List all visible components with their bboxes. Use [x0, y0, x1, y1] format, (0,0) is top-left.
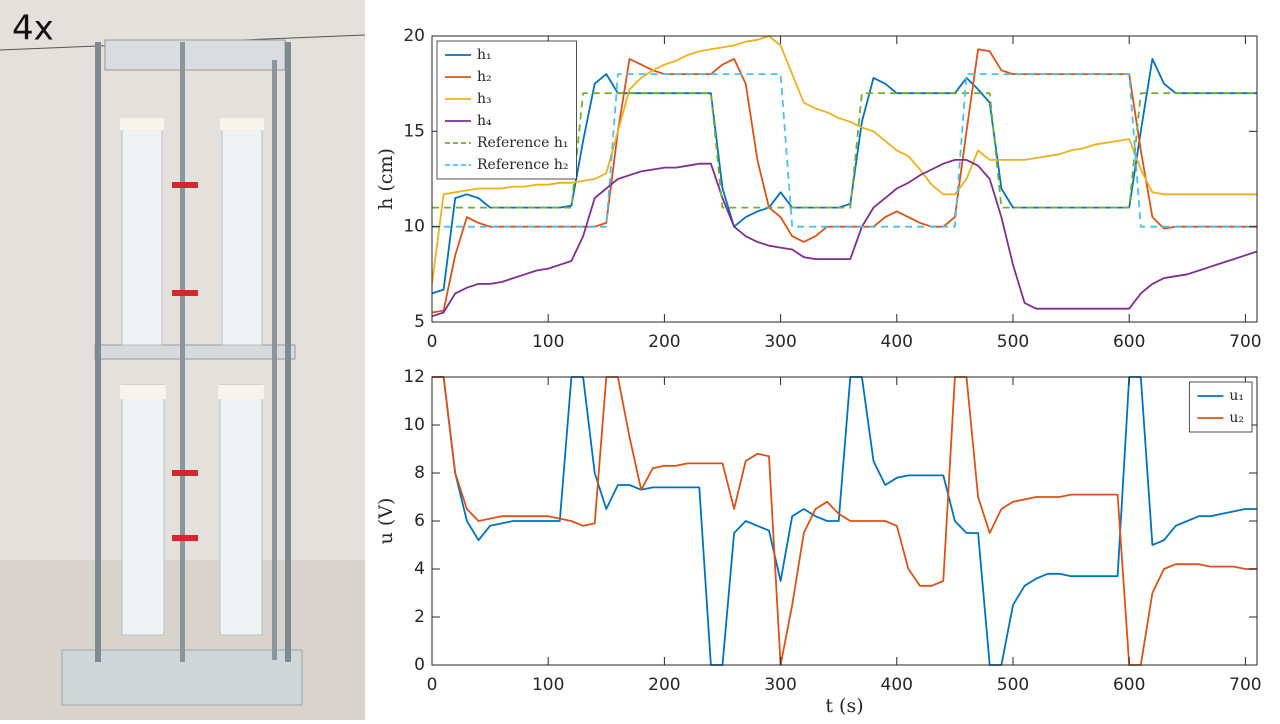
legend-label: h₄ [477, 113, 492, 129]
y-tick-label: 4 [414, 559, 425, 579]
y-tick-label: 12 [403, 367, 425, 387]
photo-tank [221, 119, 263, 346]
x-tick-label: 0 [427, 675, 438, 695]
x-tick-label: 700 [1229, 332, 1261, 352]
legend-label: u₂ [1229, 410, 1244, 426]
photo-clip [172, 290, 198, 296]
plot-area: 0 100 200 300 400 500 600 700 0 2 4 6 8 10 12 u (V) t (s… [375, 367, 1262, 717]
x-tick-label: 500 [997, 332, 1029, 352]
legend-label: u₁ [1229, 388, 1244, 404]
photo-tank [121, 384, 165, 636]
y-tick-label: 5 [414, 312, 425, 332]
legend-label: Reference h₁ [477, 135, 569, 151]
photo-clip [172, 470, 198, 476]
photo-clip [172, 182, 198, 188]
y-axis-label: u (V) [375, 498, 397, 545]
x-tick-label: 600 [1113, 332, 1145, 352]
photo-tank [219, 384, 263, 636]
x-tick-label: 300 [764, 332, 796, 352]
speed-label: 4x [12, 9, 54, 49]
legend-label: h₂ [477, 69, 492, 85]
y-tick-label: 15 [403, 121, 425, 141]
photo-cap [120, 385, 166, 399]
x-tick-label: 400 [881, 675, 913, 695]
x-tick-label: 0 [427, 332, 438, 352]
y-tick-label: 6 [414, 511, 425, 531]
y-tick-label: 0 [414, 655, 425, 675]
y-axis-label: h (cm) [375, 148, 397, 210]
photo-clip [172, 535, 198, 541]
legend-box [1188, 381, 1253, 433]
legend: h₁ h₂ h₃ h₄ Reference h₁ Reference h₂ [436, 40, 577, 180]
photo-mid-plate [94, 344, 296, 360]
x-tick-label: 600 [1113, 675, 1145, 695]
legend: u₁ u₂ [1188, 381, 1253, 433]
series-line [432, 92, 1257, 209]
x-tick-label: 100 [532, 332, 564, 352]
x-tick-label: 200 [648, 332, 680, 352]
legend-label: Reference h₂ [477, 157, 569, 173]
x-tick-label: 400 [881, 332, 913, 352]
photo-rod [95, 42, 101, 662]
x-tick-label: 100 [532, 675, 564, 695]
x-tick-label: 300 [764, 675, 796, 695]
photo-tank [121, 119, 163, 346]
series-line [432, 376, 1257, 666]
photo-cap [220, 118, 264, 130]
legend-label: h₁ [477, 47, 492, 63]
series-line [431, 35, 1257, 285]
y-tick-label: 10 [403, 415, 425, 435]
x-tick-label: 700 [1229, 675, 1261, 695]
photo-cap [218, 385, 264, 399]
series-line [432, 73, 1257, 228]
series-line [431, 159, 1258, 318]
photo-top-plate [104, 39, 286, 71]
series-line [432, 376, 1257, 666]
x-tick-label: 200 [648, 675, 680, 695]
x-axis-label: t (s) [825, 695, 863, 717]
photo-rod [180, 42, 185, 662]
y-tick-label: 8 [414, 463, 425, 483]
legend-label: h₃ [477, 91, 492, 107]
axes-frame [431, 35, 1258, 323]
y-tick-label: 20 [403, 26, 425, 46]
photo-cap [120, 118, 164, 130]
y-tick-label: 10 [403, 217, 425, 237]
x-tick-label: 500 [997, 675, 1029, 695]
photo: 4x [0, 0, 366, 720]
legend-box [436, 40, 577, 180]
photo-rod [272, 60, 277, 660]
photo-rod [285, 42, 291, 662]
series-line [431, 58, 1257, 295]
y-tick-label: 2 [414, 607, 425, 627]
